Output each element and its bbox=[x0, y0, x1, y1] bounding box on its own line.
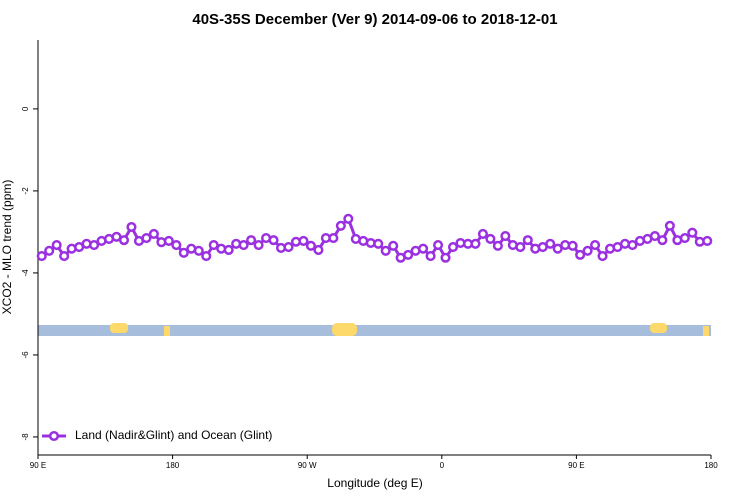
data-point bbox=[208, 239, 219, 251]
data-point bbox=[201, 251, 212, 262]
data-point bbox=[373, 238, 384, 249]
data-point bbox=[515, 242, 526, 253]
data-point bbox=[118, 235, 130, 246]
legend-marker bbox=[48, 430, 60, 442]
data-point bbox=[500, 230, 511, 242]
data-point bbox=[178, 247, 189, 258]
y-tick-label: -4 bbox=[21, 269, 30, 277]
data-point bbox=[51, 239, 62, 251]
data-point bbox=[171, 239, 182, 251]
chart-title: 40S-35S December (Ver 9) 2014-09-06 to 2… bbox=[192, 11, 557, 28]
data-point bbox=[59, 251, 70, 262]
data-point bbox=[298, 235, 309, 246]
data-point bbox=[492, 240, 503, 251]
y-tick-label: -2 bbox=[21, 187, 30, 195]
data-point bbox=[485, 233, 496, 244]
y-tick-label: 0 bbox=[21, 106, 30, 111]
data-point bbox=[567, 240, 578, 251]
x-tick-label: 180 bbox=[704, 461, 718, 470]
data-point bbox=[702, 235, 713, 246]
data-point bbox=[470, 238, 481, 249]
data-point bbox=[433, 239, 444, 251]
data-point bbox=[335, 220, 346, 231]
legend-label: Land (Nadir&Glint) and Ocean (Glint) bbox=[75, 428, 272, 442]
data-point bbox=[343, 213, 354, 224]
data-point bbox=[403, 249, 414, 260]
data-point bbox=[545, 238, 556, 249]
data-point bbox=[649, 230, 660, 242]
data-point bbox=[89, 239, 100, 251]
data-point bbox=[313, 244, 324, 256]
data-point bbox=[126, 221, 137, 233]
data-point bbox=[388, 240, 399, 251]
data-point bbox=[380, 245, 391, 256]
data-point bbox=[223, 244, 234, 256]
data-point bbox=[575, 249, 586, 260]
y-tick-label: -8 bbox=[21, 433, 30, 441]
data-point bbox=[590, 239, 601, 251]
x-tick-label: 180 bbox=[166, 461, 180, 470]
data-point bbox=[268, 235, 279, 246]
x-tick-label: 0 bbox=[440, 461, 445, 470]
data-point bbox=[425, 251, 436, 262]
y-tick-label: -6 bbox=[21, 351, 30, 359]
data-point bbox=[148, 228, 159, 240]
data-point bbox=[238, 239, 249, 251]
data-point bbox=[418, 243, 429, 254]
data-point bbox=[627, 239, 638, 251]
data-point bbox=[440, 252, 451, 263]
data-point bbox=[283, 242, 294, 253]
data-point bbox=[141, 233, 152, 244]
data-point bbox=[522, 235, 533, 246]
x-tick-label: 90 W bbox=[298, 461, 317, 470]
y-axis-label: XCO2 - MLO trend (ppm) bbox=[0, 180, 14, 315]
data-point bbox=[193, 245, 204, 256]
data-point bbox=[679, 233, 690, 244]
data-point bbox=[664, 220, 675, 231]
surface-strip bbox=[38, 323, 711, 336]
data-point bbox=[552, 243, 563, 254]
data-point bbox=[657, 235, 668, 246]
x-axis-label: Longitude (deg E) bbox=[327, 476, 422, 490]
data-point bbox=[44, 245, 55, 256]
data-point bbox=[687, 227, 698, 238]
data-point bbox=[246, 235, 257, 246]
data-point bbox=[253, 239, 264, 251]
x-tick-label: 90 E bbox=[568, 461, 584, 470]
data-point bbox=[447, 242, 459, 253]
x-tick-label: 90 E bbox=[30, 461, 46, 470]
data-point bbox=[305, 240, 316, 251]
data-point bbox=[597, 251, 608, 262]
data-point bbox=[328, 233, 339, 244]
data-point bbox=[163, 235, 174, 246]
data-point bbox=[36, 251, 47, 262]
data-point bbox=[477, 228, 488, 240]
data-point bbox=[582, 245, 593, 256]
